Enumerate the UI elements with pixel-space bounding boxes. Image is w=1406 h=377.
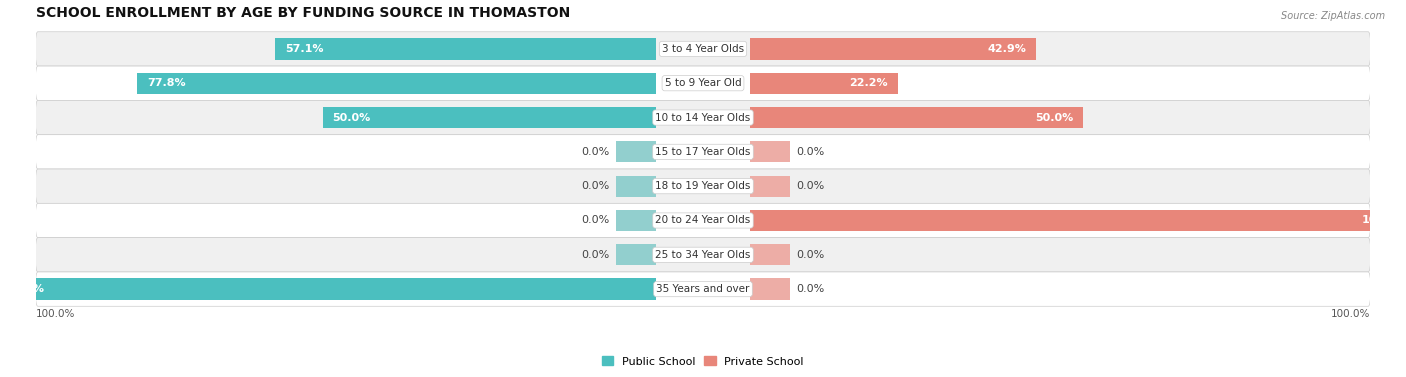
FancyBboxPatch shape xyxy=(35,135,1371,169)
Text: 35 Years and over: 35 Years and over xyxy=(657,284,749,294)
Text: 0.0%: 0.0% xyxy=(796,181,825,191)
Bar xyxy=(616,244,657,265)
Text: 15 to 17 Year Olds: 15 to 17 Year Olds xyxy=(655,147,751,157)
Text: 100.0%: 100.0% xyxy=(1331,309,1371,319)
Bar xyxy=(749,176,790,197)
Text: SCHOOL ENROLLMENT BY AGE BY FUNDING SOURCE IN THOMASTON: SCHOOL ENROLLMENT BY AGE BY FUNDING SOUR… xyxy=(35,6,569,20)
Bar xyxy=(749,210,1406,231)
Bar xyxy=(749,244,790,265)
Text: 10 to 14 Year Olds: 10 to 14 Year Olds xyxy=(655,113,751,123)
Text: 0.0%: 0.0% xyxy=(581,250,610,260)
Text: 0.0%: 0.0% xyxy=(581,147,610,157)
FancyBboxPatch shape xyxy=(35,32,1371,66)
Bar xyxy=(616,210,657,231)
FancyBboxPatch shape xyxy=(35,169,1371,203)
Text: Source: ZipAtlas.com: Source: ZipAtlas.com xyxy=(1281,11,1385,21)
FancyBboxPatch shape xyxy=(35,272,1371,306)
Text: 100.0%: 100.0% xyxy=(0,284,45,294)
Text: 50.0%: 50.0% xyxy=(333,113,371,123)
Text: 20 to 24 Year Olds: 20 to 24 Year Olds xyxy=(655,216,751,225)
Bar xyxy=(749,107,1084,128)
Text: 100.0%: 100.0% xyxy=(35,309,75,319)
Bar xyxy=(616,176,657,197)
Text: 5 to 9 Year Old: 5 to 9 Year Old xyxy=(665,78,741,88)
Bar xyxy=(749,38,1036,60)
Bar xyxy=(322,107,657,128)
FancyBboxPatch shape xyxy=(35,100,1371,135)
Text: 42.9%: 42.9% xyxy=(987,44,1026,54)
Bar xyxy=(749,279,790,300)
Legend: Public School, Private School: Public School, Private School xyxy=(598,352,808,371)
FancyBboxPatch shape xyxy=(35,203,1371,238)
Text: 3 to 4 Year Olds: 3 to 4 Year Olds xyxy=(662,44,744,54)
Text: 0.0%: 0.0% xyxy=(581,216,610,225)
Bar xyxy=(616,141,657,162)
Bar xyxy=(749,73,898,94)
Text: 100.0%: 100.0% xyxy=(1361,216,1406,225)
Text: 50.0%: 50.0% xyxy=(1035,113,1073,123)
Text: 0.0%: 0.0% xyxy=(581,181,610,191)
Text: 77.8%: 77.8% xyxy=(148,78,186,88)
Bar xyxy=(749,141,790,162)
Text: 57.1%: 57.1% xyxy=(285,44,323,54)
Text: 0.0%: 0.0% xyxy=(796,147,825,157)
Text: 0.0%: 0.0% xyxy=(796,250,825,260)
FancyBboxPatch shape xyxy=(35,238,1371,272)
Text: 22.2%: 22.2% xyxy=(849,78,889,88)
Text: 0.0%: 0.0% xyxy=(796,284,825,294)
Bar xyxy=(0,279,657,300)
Text: 25 to 34 Year Olds: 25 to 34 Year Olds xyxy=(655,250,751,260)
Bar xyxy=(276,38,657,60)
Bar xyxy=(136,73,657,94)
Text: 18 to 19 Year Olds: 18 to 19 Year Olds xyxy=(655,181,751,191)
FancyBboxPatch shape xyxy=(35,66,1371,100)
